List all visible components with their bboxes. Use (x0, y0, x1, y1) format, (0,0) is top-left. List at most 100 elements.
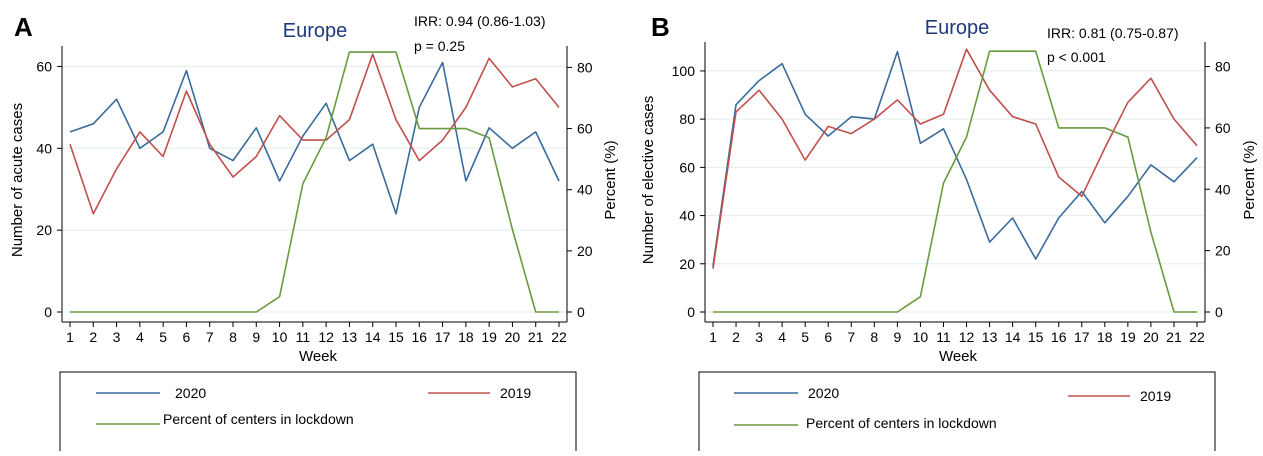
panel-a: A Europe IRR: 0.94 (0.86-1.03) p = 0.25 … (9, 12, 619, 453)
x-tick-label: 13 (342, 329, 358, 345)
x-tick-label: 15 (388, 329, 404, 345)
chart-title: Europe (283, 20, 348, 42)
x-tick-label: 20 (1143, 329, 1159, 345)
y-ticks-left: 0 20 40 60 80 100 (672, 63, 705, 320)
y-tick-label: 100 (672, 63, 696, 79)
x-tick-label: 8 (229, 329, 237, 345)
series-line-2020 (69, 61, 560, 215)
x-tick-label: 6 (183, 329, 191, 345)
y-tick-label-right: 80 (577, 59, 593, 75)
x-tick-label: 22 (1189, 329, 1205, 345)
legend-label-2020: 2020 (808, 385, 839, 401)
x-tick-label: 1 (709, 329, 717, 345)
x-tick-label: 12 (318, 329, 334, 345)
legend-label-lockdown: Percent of centers in lockdown (163, 411, 354, 427)
x-tick-label: 19 (1120, 329, 1136, 345)
p-value-annotation: p = 0.25 (414, 38, 465, 54)
y-tick-label: 20 (36, 222, 52, 238)
x-tick-label: 9 (893, 329, 901, 345)
x-tick-label: 13 (982, 329, 998, 345)
y-tick-label: 60 (36, 58, 52, 74)
legend-label-2020: 2020 (175, 385, 206, 401)
x-tick-label: 8 (870, 329, 878, 345)
legend-label-2019: 2019 (1140, 388, 1171, 404)
x-tick-label: 5 (159, 329, 167, 345)
y-axis-label: Number of elective cases (640, 96, 657, 264)
x-tick-label: 20 (505, 329, 521, 345)
series-line-2019 (69, 53, 560, 215)
y-tick-label: 40 (679, 208, 695, 224)
y-tick-label-right: 20 (577, 243, 593, 259)
y-tick-label: 0 (44, 304, 52, 320)
legend-label-lockdown: Percent of centers in lockdown (806, 415, 997, 431)
legend: 2020 2019 Percent of centers in lockdown (59, 371, 577, 453)
y-tick-label-right: 80 (1215, 59, 1231, 75)
x-tick-label: 17 (435, 329, 451, 345)
y-tick-label-right: 20 (1215, 243, 1231, 259)
panel-label: A (14, 12, 33, 42)
y-axis-label-right: Percent (%) (602, 140, 619, 219)
x-tick-label: 18 (458, 329, 474, 345)
x-tick-label: 4 (778, 329, 786, 345)
x-tick-label: 6 (824, 329, 832, 345)
axes (704, 42, 1206, 323)
y-tick-label: 40 (36, 140, 52, 156)
legend-label-2019: 2019 (500, 385, 531, 401)
irr-annotation: IRR: 0.94 (0.86-1.03) (414, 13, 546, 29)
series-line-percent-of-centers-in-lockdown (70, 51, 559, 313)
y-tick-label: 80 (679, 111, 695, 127)
x-tick-label: 7 (206, 329, 214, 345)
x-tick-label: 7 (847, 329, 855, 345)
x-tick-label: 3 (113, 329, 121, 345)
x-tick-label: 16 (1051, 329, 1067, 345)
chart-title: Europe (925, 17, 990, 39)
y-tick-label-right: 0 (1215, 304, 1223, 320)
y-tick-label-right: 40 (577, 182, 593, 198)
x-tick-label: 14 (1005, 329, 1021, 345)
x-tick-label: 10 (272, 329, 288, 345)
x-tick-label: 9 (252, 329, 260, 345)
x-tick-label: 14 (365, 329, 381, 345)
x-tick-label: 17 (1074, 329, 1090, 345)
legend: 2020 2019 Percent of centers in lockdown (698, 371, 1216, 453)
x-axis-label: Week (939, 348, 978, 365)
y-tick-label-right: 0 (577, 304, 585, 320)
y-axis-label-right: Percent (%) (1241, 140, 1258, 219)
x-tick-label: 2 (89, 329, 97, 345)
x-tick-label: 21 (528, 329, 544, 345)
y-tick-label-right: 40 (1215, 181, 1231, 197)
x-tick-label: 11 (936, 329, 951, 345)
axes (61, 46, 568, 323)
x-tick-label: 15 (1028, 329, 1044, 345)
x-tick-label: 12 (959, 329, 975, 345)
y-ticks-right: 0 20 40 60 80 (1205, 59, 1231, 320)
x-tick-label: 18 (1097, 329, 1113, 345)
x-tick-label: 3 (755, 329, 763, 345)
legend-box (59, 371, 577, 453)
series-lines (69, 51, 560, 313)
p-value-annotation: p < 0.001 (1047, 49, 1106, 65)
y-ticks-right: 0 20 40 60 80 (567, 59, 593, 320)
y-tick-label-right: 60 (1215, 120, 1231, 136)
x-tick-label: 1 (66, 329, 74, 345)
series-line-percent-of-centers-in-lockdown (713, 50, 1197, 313)
y-tick-label: 20 (679, 256, 695, 272)
panel-b: B Europe IRR: 0.81 (0.75-0.87) p < 0.001… (640, 12, 1258, 453)
x-tick-label: 16 (411, 329, 427, 345)
y-tick-label: 0 (687, 304, 695, 320)
x-axis-label: Week (299, 348, 338, 365)
grid (705, 70, 1205, 313)
x-tick-label: 4 (136, 329, 144, 345)
x-tick-label: 5 (801, 329, 809, 345)
x-tick-label: 19 (481, 329, 497, 345)
series-line-2020 (712, 50, 1198, 267)
x-tick-label: 22 (551, 329, 567, 345)
y-ticks-left: 0 20 40 60 (36, 58, 62, 320)
series-lines (712, 48, 1198, 313)
series-line-2019 (712, 48, 1198, 269)
x-ticks: 1 2 3 4 5 6 7 8 9 10 11 12 13 14 15 16 17 18 19 20 21 22 (66, 322, 567, 345)
x-ticks: 1 2 3 4 5 6 7 8 9 10 11 12 13 14 15 16 17 18 19 20 21 22 (709, 322, 1205, 345)
irr-annotation: IRR: 0.81 (0.75-0.87) (1047, 25, 1179, 41)
